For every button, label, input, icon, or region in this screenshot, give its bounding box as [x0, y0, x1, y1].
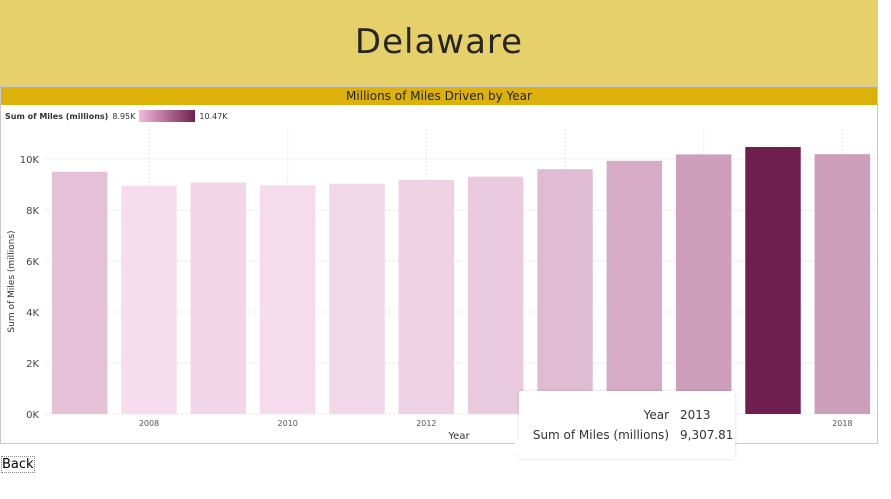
- bar-2018[interactable]: [814, 154, 871, 414]
- x-tick-label: 2008: [139, 419, 159, 428]
- bar-2007[interactable]: [51, 171, 108, 414]
- bar-2013[interactable]: [467, 176, 524, 414]
- x-tick-label: 2012: [416, 419, 436, 428]
- bar-2010[interactable]: [259, 185, 316, 414]
- legend-title: Sum of Miles (millions): [5, 111, 109, 121]
- tooltip-metric-row: Sum of Miles (millions) 9,307.81: [519, 428, 735, 446]
- bar-2011[interactable]: [329, 183, 385, 414]
- chart-panel: Millions of Miles Driven by Year Sum of …: [0, 86, 878, 459]
- tooltip-year-value: 2013: [680, 408, 711, 422]
- x-tick-label: 2010: [277, 419, 297, 428]
- bar-2017[interactable]: [745, 147, 801, 414]
- y-tick-label: 6K: [26, 257, 39, 268]
- x-tick-label: 2018: [832, 419, 852, 428]
- bar-2014[interactable]: [537, 169, 593, 414]
- tooltip-metric-value: 9,307.81: [680, 428, 734, 442]
- y-axis-title: Sum of Miles (millions): [7, 230, 17, 332]
- legend-max-label: 10.47K: [199, 111, 228, 121]
- tooltip-metric-label: Sum of Miles (millions): [532, 428, 669, 442]
- bar-2009[interactable]: [190, 182, 247, 414]
- bar-2012[interactable]: [398, 179, 455, 414]
- y-tick-label: 8K: [26, 206, 39, 217]
- tooltip-year-row: Year 2013: [519, 408, 735, 426]
- color-legend: Sum of Miles (millions) 8.95K 10.47K: [5, 109, 228, 123]
- bar-2008[interactable]: [121, 185, 177, 414]
- y-tick-label: 0K: [26, 410, 39, 421]
- y-tick-label: 4K: [26, 308, 39, 319]
- legend-min-label: 8.95K: [112, 111, 136, 121]
- bar-2015[interactable]: [606, 160, 663, 414]
- x-axis-title: Year: [447, 431, 470, 442]
- page-header: Delaware: [0, 0, 878, 87]
- data-tooltip: Year 2013 Sum of Miles (millions) 9,307.…: [511, 391, 735, 459]
- page-title: Delaware: [354, 22, 524, 62]
- y-tick-label: 10K: [20, 155, 40, 166]
- chart-title: Millions of Miles Driven by Year: [1, 87, 877, 105]
- bar-chart: 0K2K4K6K8K10K200820102012201420162018Yea…: [7, 129, 877, 442]
- legend-gradient: [139, 110, 196, 122]
- tooltip-year-label: Year: [643, 408, 669, 422]
- y-tick-label: 2K: [26, 359, 39, 370]
- back-link[interactable]: Back: [1, 456, 35, 473]
- bar-2016[interactable]: [675, 154, 732, 414]
